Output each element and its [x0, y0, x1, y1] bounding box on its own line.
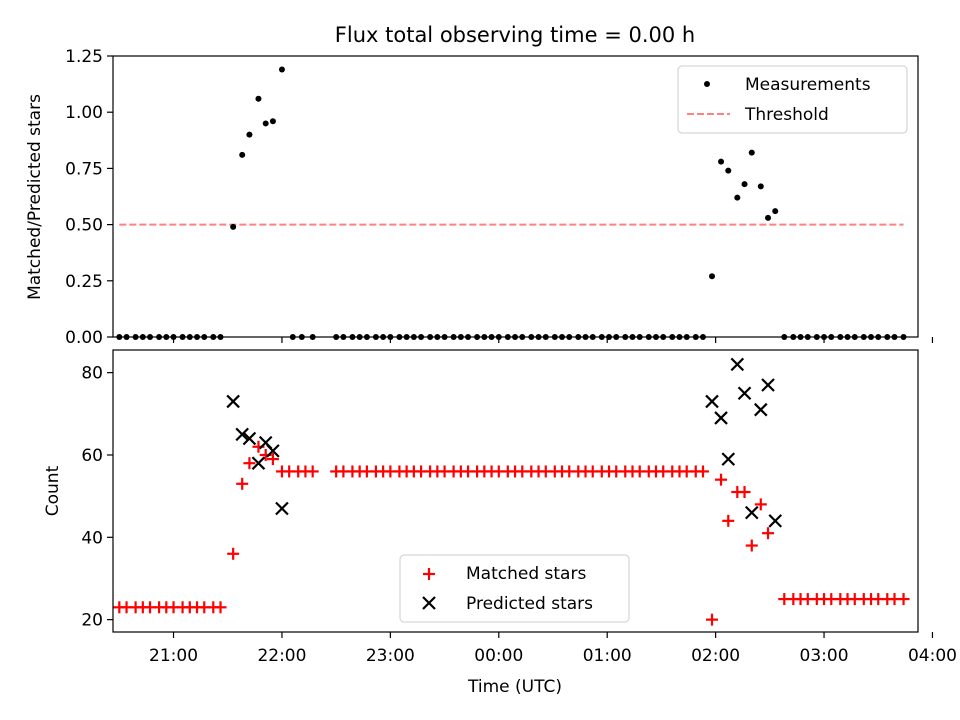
matched-star-point	[214, 601, 227, 614]
x-tick-label: 04:00	[908, 646, 957, 666]
y-tick-label: 0.75	[65, 159, 103, 179]
measurement-point	[765, 214, 772, 221]
predicted-star-point	[737, 386, 752, 401]
legend-label-matched: Matched stars	[466, 564, 586, 584]
predicted-star-point	[705, 394, 719, 409]
matched-star-point	[227, 547, 240, 560]
predicted-star-point	[242, 431, 257, 446]
measurement-point	[278, 66, 285, 73]
axes-frame-bottom	[112, 349, 919, 633]
measurement-point	[734, 194, 741, 201]
measurement-point	[239, 151, 246, 158]
y-tick-label: 0.50	[65, 216, 103, 236]
matched-star-point	[706, 613, 719, 626]
predicted-star-point	[721, 452, 736, 466]
x-tick-label: 22:00	[257, 646, 306, 666]
predicted-star-point	[251, 456, 266, 470]
x-tick-label: 02:00	[691, 646, 740, 666]
y-axis-label-top: Matched/Predicted stars	[25, 94, 45, 300]
predicted-star-point	[761, 378, 775, 392]
matched-star-point	[722, 514, 735, 527]
y-tick-label: 0.25	[65, 272, 103, 292]
legend-bottom: Matched stars Predicted stars	[399, 554, 630, 623]
x-tick-label: 03:00	[800, 646, 849, 666]
measurement-point	[772, 208, 779, 215]
matched-star-point	[762, 527, 775, 540]
predicted-star-point	[768, 514, 783, 528]
y-tick-label: 20	[81, 611, 103, 631]
measurement-point	[230, 223, 237, 230]
x-tick-label: 21:00	[149, 646, 198, 666]
legend-top: Measurements Threshold	[677, 65, 908, 134]
matched-star-point	[266, 453, 279, 466]
predicted-star-point	[714, 411, 728, 425]
x-tick-label: 23:00	[366, 646, 415, 666]
matched-star-point	[897, 593, 910, 606]
x-axis-label: Time (UTC)	[467, 677, 562, 697]
matched-star-point	[715, 473, 728, 486]
y-tick-label: 80	[81, 364, 103, 384]
predicted-star-point	[754, 402, 768, 417]
measurement-point	[748, 149, 755, 156]
measurement-point	[269, 118, 276, 125]
measurement-point	[255, 95, 262, 102]
matched-star-point	[243, 457, 256, 470]
predicted-star-point	[275, 501, 289, 516]
predicted-star-point	[744, 505, 759, 520]
x-tick-label: 01:00	[583, 646, 632, 666]
measurement-point	[262, 120, 269, 127]
axes-frame-top	[112, 55, 919, 338]
measurement-point	[741, 181, 748, 188]
y-tick-label: 1.00	[65, 103, 103, 123]
measurement-point	[246, 131, 253, 138]
legend-marker-measurements	[704, 81, 710, 87]
measurement-point	[718, 158, 725, 165]
matched-star-point	[745, 539, 758, 552]
panel-counts: 20 40 60 80 21:00 22:00 23:00 00:00 01:00 02:00 03…	[43, 349, 957, 697]
predicted-star-point	[235, 427, 249, 442]
y-axis-label-bottom: Count	[43, 465, 63, 516]
chart-title: Flux total observing time = 0.00 h	[335, 23, 695, 47]
legend-marker-predicted	[422, 596, 436, 610]
matched-star-point	[236, 477, 249, 490]
legend-label-measurements: Measurements	[745, 75, 871, 95]
measurement-point	[725, 167, 732, 174]
measurement-point	[709, 273, 716, 280]
matched-star-point	[306, 465, 319, 478]
predicted-star-point	[730, 357, 745, 372]
predicted-star-point	[266, 444, 280, 458]
matched-star-point	[738, 486, 751, 499]
legend-marker-matched	[423, 568, 435, 580]
matched-star-point	[696, 465, 709, 478]
predicted-star-point	[226, 394, 240, 409]
x-tick-label: 00:00	[474, 646, 523, 666]
y-tick-label: 60	[81, 446, 103, 466]
y-tick-label: 40	[81, 528, 103, 548]
legend-label-predicted: Predicted stars	[466, 594, 593, 614]
measurement-point	[757, 183, 764, 190]
legend-label-threshold: Threshold	[744, 105, 829, 125]
matched-star-point	[754, 498, 767, 511]
legend-frame	[399, 554, 630, 623]
y-tick-label: 0.00	[65, 328, 103, 348]
y-tick-label: 1.25	[65, 47, 103, 67]
panel-ratio: 0.00 0.25 0.50 0.75 1.00 1.25 Matched/Predict…	[25, 47, 934, 348]
legend-frame	[677, 65, 908, 134]
